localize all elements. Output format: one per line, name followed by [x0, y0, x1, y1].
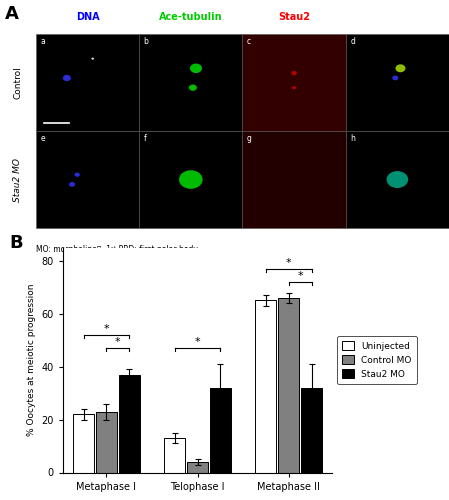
- Ellipse shape: [291, 71, 297, 76]
- Text: Merge: Merge: [380, 12, 415, 22]
- Text: Ace-tubulin: Ace-tubulin: [159, 12, 223, 22]
- Bar: [255, 300, 277, 472]
- Text: f: f: [144, 134, 146, 143]
- Text: h: h: [350, 134, 355, 143]
- Text: MO: morpholino；  1ˢᵗ PBD: first polar body: MO: morpholino； 1ˢᵗ PBD: first polar bod…: [36, 244, 198, 254]
- Text: Stau2 MO: Stau2 MO: [13, 158, 22, 202]
- Text: Stau2: Stau2: [278, 12, 310, 22]
- Bar: [119, 374, 140, 472]
- Ellipse shape: [387, 171, 408, 188]
- Text: *: *: [115, 338, 121, 347]
- Ellipse shape: [69, 182, 75, 187]
- Bar: [278, 298, 299, 472]
- Bar: [139, 34, 242, 131]
- Text: e: e: [40, 134, 45, 143]
- Bar: [346, 34, 449, 131]
- Bar: [301, 388, 322, 472]
- Bar: [164, 438, 185, 472]
- Text: A: A: [4, 6, 18, 24]
- Y-axis label: % Oocytes at meiotic progression: % Oocytes at meiotic progression: [27, 284, 36, 436]
- Text: *: *: [104, 324, 109, 334]
- Text: DNA: DNA: [76, 12, 99, 22]
- Ellipse shape: [292, 86, 296, 89]
- Bar: [187, 462, 208, 472]
- Text: Control: Control: [13, 66, 22, 99]
- Text: d: d: [350, 37, 355, 46]
- Text: *: *: [297, 271, 303, 281]
- Text: b: b: [144, 37, 149, 46]
- Bar: [96, 412, 117, 472]
- Ellipse shape: [396, 64, 405, 72]
- Ellipse shape: [190, 64, 202, 73]
- Bar: [242, 34, 346, 131]
- Bar: [210, 388, 231, 472]
- Ellipse shape: [392, 76, 398, 80]
- Text: *: *: [286, 258, 291, 268]
- Bar: [139, 131, 242, 228]
- Bar: [73, 414, 94, 472]
- Bar: [36, 131, 139, 228]
- Ellipse shape: [189, 84, 197, 91]
- Bar: [36, 34, 139, 131]
- Ellipse shape: [179, 170, 202, 189]
- Text: a: a: [40, 37, 45, 46]
- Text: g: g: [247, 134, 252, 143]
- Ellipse shape: [75, 172, 80, 177]
- Legend: Uninjected, Control MO, Stau2 MO: Uninjected, Control MO, Stau2 MO: [337, 336, 417, 384]
- Ellipse shape: [92, 58, 94, 59]
- Text: *: *: [195, 338, 200, 347]
- Ellipse shape: [63, 75, 71, 81]
- Bar: [242, 131, 346, 228]
- Text: B: B: [9, 234, 22, 252]
- Bar: [346, 131, 449, 228]
- Text: c: c: [247, 37, 251, 46]
